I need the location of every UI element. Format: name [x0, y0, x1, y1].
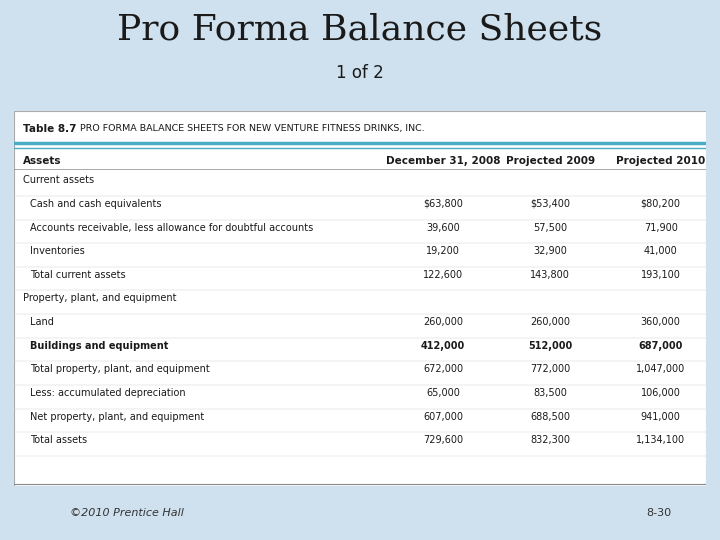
- Text: 729,600: 729,600: [423, 435, 463, 445]
- Text: 83,500: 83,500: [533, 388, 567, 398]
- Text: 1,134,100: 1,134,100: [636, 435, 685, 445]
- Text: Total assets: Total assets: [30, 435, 86, 445]
- Text: $53,400: $53,400: [530, 199, 570, 209]
- Text: 41,000: 41,000: [644, 246, 678, 256]
- Text: 832,300: 832,300: [530, 435, 570, 445]
- Text: 8-30: 8-30: [646, 508, 671, 518]
- Text: Total current assets: Total current assets: [30, 270, 125, 280]
- Text: 65,000: 65,000: [426, 388, 460, 398]
- Text: 57,500: 57,500: [533, 222, 567, 233]
- Text: 143,800: 143,800: [530, 270, 570, 280]
- Text: 71,900: 71,900: [644, 222, 678, 233]
- Text: 122,600: 122,600: [423, 270, 463, 280]
- Text: Assets: Assets: [23, 157, 61, 166]
- Text: 772,000: 772,000: [530, 364, 570, 374]
- Text: PRO FORMA BALANCE SHEETS FOR NEW VENTURE FITNESS DRINKS, INC.: PRO FORMA BALANCE SHEETS FOR NEW VENTURE…: [80, 124, 425, 133]
- Text: 260,000: 260,000: [530, 317, 570, 327]
- Text: 941,000: 941,000: [641, 411, 680, 422]
- Text: Table 8.7: Table 8.7: [23, 124, 76, 134]
- Text: 672,000: 672,000: [423, 364, 463, 374]
- Text: Projected 2009: Projected 2009: [505, 157, 595, 166]
- Text: 360,000: 360,000: [641, 317, 680, 327]
- Text: Inventories: Inventories: [30, 246, 84, 256]
- Text: 106,000: 106,000: [641, 388, 680, 398]
- Text: Less: accumulated depreciation: Less: accumulated depreciation: [30, 388, 185, 398]
- Text: Projected 2010: Projected 2010: [616, 157, 706, 166]
- Text: 19,200: 19,200: [426, 246, 460, 256]
- Text: Land: Land: [30, 317, 53, 327]
- Text: 32,900: 32,900: [533, 246, 567, 256]
- Text: ©2010 Prentice Hall: ©2010 Prentice Hall: [70, 508, 184, 518]
- Text: 412,000: 412,000: [420, 341, 465, 351]
- Text: Pro Forma Balance Sheets: Pro Forma Balance Sheets: [117, 12, 603, 46]
- Text: 688,500: 688,500: [530, 411, 570, 422]
- Text: Cash and cash equivalents: Cash and cash equivalents: [30, 199, 161, 209]
- Text: Net property, plant, and equipment: Net property, plant, and equipment: [30, 411, 204, 422]
- Text: December 31, 2008: December 31, 2008: [386, 157, 500, 166]
- Text: Current assets: Current assets: [23, 176, 94, 185]
- Text: 260,000: 260,000: [423, 317, 463, 327]
- Text: 39,600: 39,600: [426, 222, 460, 233]
- Text: Property, plant, and equipment: Property, plant, and equipment: [23, 293, 176, 303]
- Text: 193,100: 193,100: [641, 270, 680, 280]
- Text: 1 of 2: 1 of 2: [336, 64, 384, 82]
- Text: $80,200: $80,200: [641, 199, 680, 209]
- Text: $63,800: $63,800: [423, 199, 463, 209]
- Text: 512,000: 512,000: [528, 341, 572, 351]
- Text: 607,000: 607,000: [423, 411, 463, 422]
- Text: Accounts receivable, less allowance for doubtful accounts: Accounts receivable, less allowance for …: [30, 222, 313, 233]
- Text: Total property, plant, and equipment: Total property, plant, and equipment: [30, 364, 210, 374]
- Text: Buildings and equipment: Buildings and equipment: [30, 341, 168, 351]
- Text: 1,047,000: 1,047,000: [636, 364, 685, 374]
- Text: 687,000: 687,000: [639, 341, 683, 351]
